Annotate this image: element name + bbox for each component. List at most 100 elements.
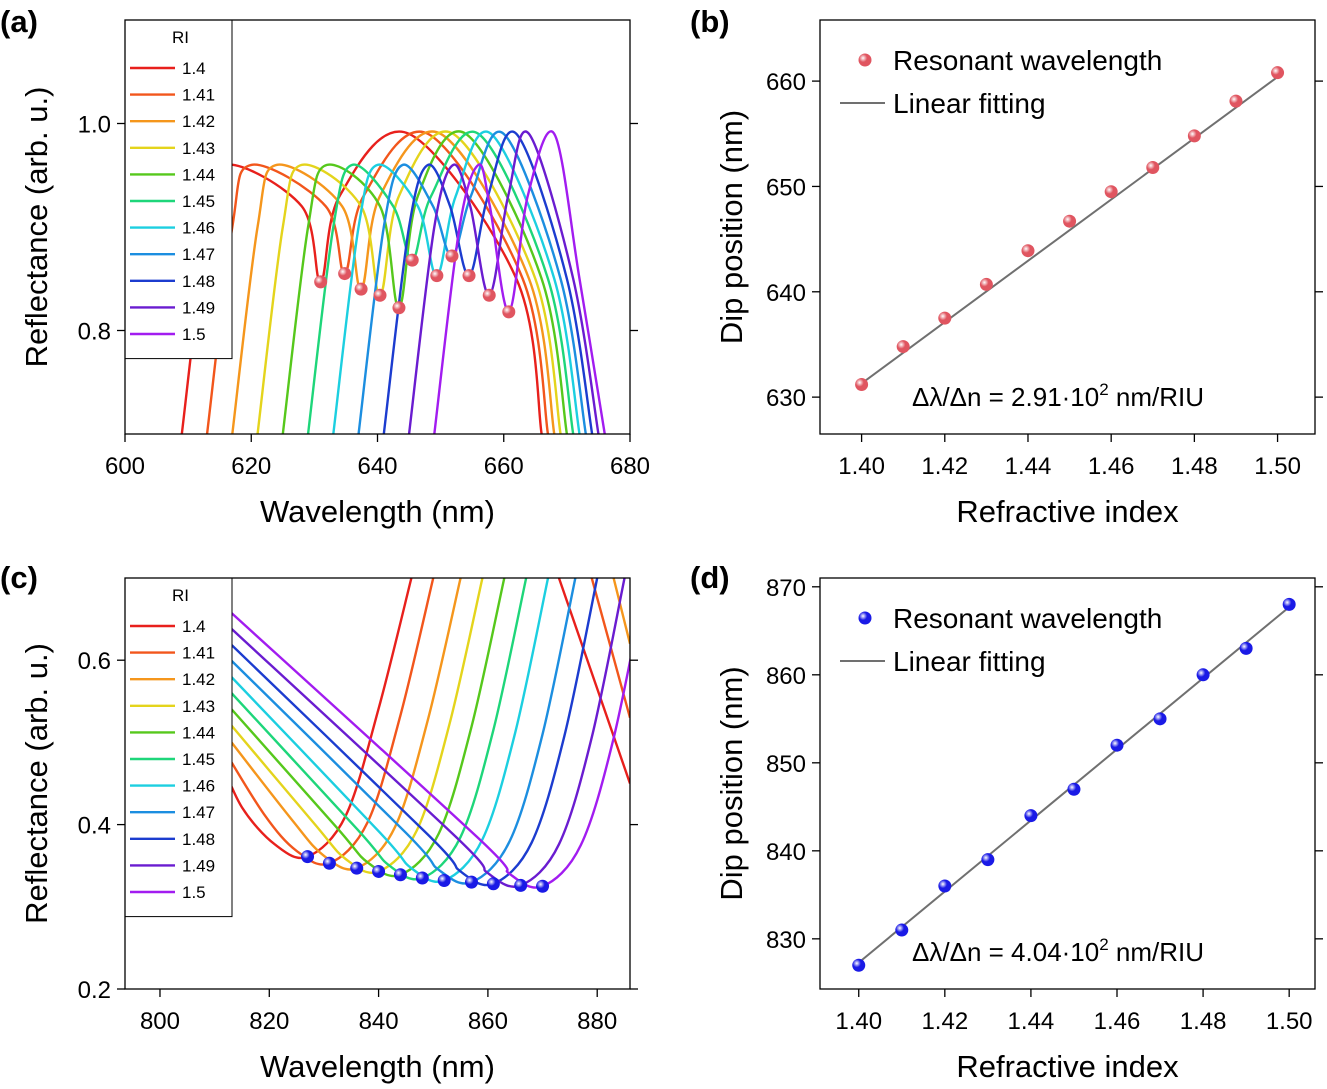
x-tick-label: 620 <box>231 453 271 480</box>
data-point <box>1196 668 1210 682</box>
x-tick-label: 800 <box>140 1008 180 1035</box>
series-line <box>219 578 599 887</box>
data-point <box>314 275 328 289</box>
legend-label: 1.47 <box>182 245 215 264</box>
legend-label: 1.49 <box>182 298 215 317</box>
y-axis-label: Reflectance (arb. u.) <box>19 643 54 924</box>
data-point <box>350 861 364 875</box>
data-point <box>1153 712 1167 726</box>
x-tick-label: 860 <box>468 1008 508 1035</box>
annotation-superscript: 2 <box>1099 935 1108 954</box>
x-tick-label: 640 <box>357 453 397 480</box>
x-tick-label: 1.50 <box>1254 453 1301 480</box>
x-axis-label: Wavelength (nm) <box>260 494 495 529</box>
series-line <box>219 578 626 888</box>
x-tick-label: 1.42 <box>921 453 968 480</box>
legend-label: Linear fitting <box>893 646 1046 677</box>
y-tick-label: 840 <box>766 839 806 866</box>
data-point <box>445 249 459 263</box>
x-tick-label: 840 <box>359 1008 399 1035</box>
data-point <box>1282 597 1296 611</box>
annotation-text: Δλ/Δn = 2.91·10 <box>912 382 1099 412</box>
y-tick-label: 640 <box>766 280 806 307</box>
x-tick-label: 1.42 <box>921 1008 968 1035</box>
plot-area <box>180 130 606 434</box>
data-point <box>855 377 869 391</box>
legend-marker <box>858 53 872 67</box>
data-point <box>486 877 500 891</box>
legend-label: Resonant wavelength <box>893 45 1162 76</box>
x-tick-label: 880 <box>577 1008 617 1035</box>
y-tick-label: 860 <box>766 663 806 690</box>
data-point <box>938 311 952 325</box>
y-tick-label: 850 <box>766 751 806 778</box>
legend-label: 1.45 <box>182 750 215 769</box>
legend-label: 1.41 <box>182 644 215 663</box>
legend-label: 1.5 <box>182 883 206 902</box>
data-point <box>1187 129 1201 143</box>
data-point <box>393 868 407 882</box>
data-point <box>1239 641 1253 655</box>
panel-label: (d) <box>690 560 730 595</box>
data-point <box>354 282 368 296</box>
legend-label: 1.43 <box>182 139 215 158</box>
y-axis-label: Dip position (nm) <box>714 110 749 344</box>
y-tick-label: 650 <box>766 174 806 201</box>
legend-box <box>124 19 233 360</box>
data-point <box>502 305 516 319</box>
panel-label: (a) <box>0 4 38 39</box>
series-line <box>219 578 630 871</box>
legend-label: 1.46 <box>182 219 215 238</box>
x-tick-label: 1.46 <box>1088 453 1135 480</box>
plot-area <box>219 578 630 893</box>
x-tick-label: 1.50 <box>1266 1008 1313 1035</box>
legend-label: Resonant wavelength <box>893 603 1162 634</box>
data-point <box>1024 809 1038 823</box>
data-point <box>1063 214 1077 228</box>
y-tick-label: 0.8 <box>78 319 111 346</box>
series-line <box>219 578 550 883</box>
y-tick-label: 0.4 <box>78 813 111 840</box>
annotation-unit: nm/RIU <box>1109 937 1204 967</box>
x-tick-label: 1.44 <box>1005 453 1052 480</box>
data-point <box>1110 738 1124 752</box>
data-point <box>482 288 496 302</box>
y-tick-label: 870 <box>766 575 806 602</box>
axes-frame <box>819 577 1316 990</box>
legend-label: 1.49 <box>182 856 215 875</box>
y-axis-label: Reflectance (arb. u.) <box>19 87 54 368</box>
x-axis-label: Refractive index <box>956 1049 1179 1084</box>
series-line <box>219 578 577 885</box>
legend-label: 1.42 <box>182 112 215 131</box>
data-point <box>938 879 952 893</box>
x-tick-label: 1.48 <box>1180 1008 1227 1035</box>
legend-marker <box>858 611 872 625</box>
annotation-superscript: 2 <box>1099 380 1108 399</box>
x-tick-label: 1.48 <box>1171 453 1218 480</box>
legend-label: 1.4 <box>182 617 206 636</box>
legend-label: 1.44 <box>182 723 215 742</box>
data-point <box>979 277 993 291</box>
y-tick-label: 830 <box>766 927 806 954</box>
data-point <box>1021 244 1035 258</box>
x-tick-label: 820 <box>249 1008 289 1035</box>
data-point <box>1067 782 1081 796</box>
legend-label: 1.47 <box>182 803 215 822</box>
data-point <box>895 923 909 937</box>
data-point <box>536 879 550 893</box>
panel-label: (c) <box>0 560 38 595</box>
data-point <box>514 878 528 892</box>
legend-label: 1.48 <box>182 830 215 849</box>
plot-area <box>852 597 1296 972</box>
fit-line <box>861 76 1279 385</box>
axes-frame <box>124 577 631 990</box>
x-axis-label: Wavelength (nm) <box>260 1049 495 1084</box>
legend-label: 1.41 <box>182 86 215 105</box>
legend-label: 1.48 <box>182 272 215 291</box>
x-tick-label: 1.44 <box>1008 1008 1055 1035</box>
data-point <box>981 853 995 867</box>
y-tick-label: 630 <box>766 385 806 412</box>
y-tick-label: 1.0 <box>78 112 111 139</box>
